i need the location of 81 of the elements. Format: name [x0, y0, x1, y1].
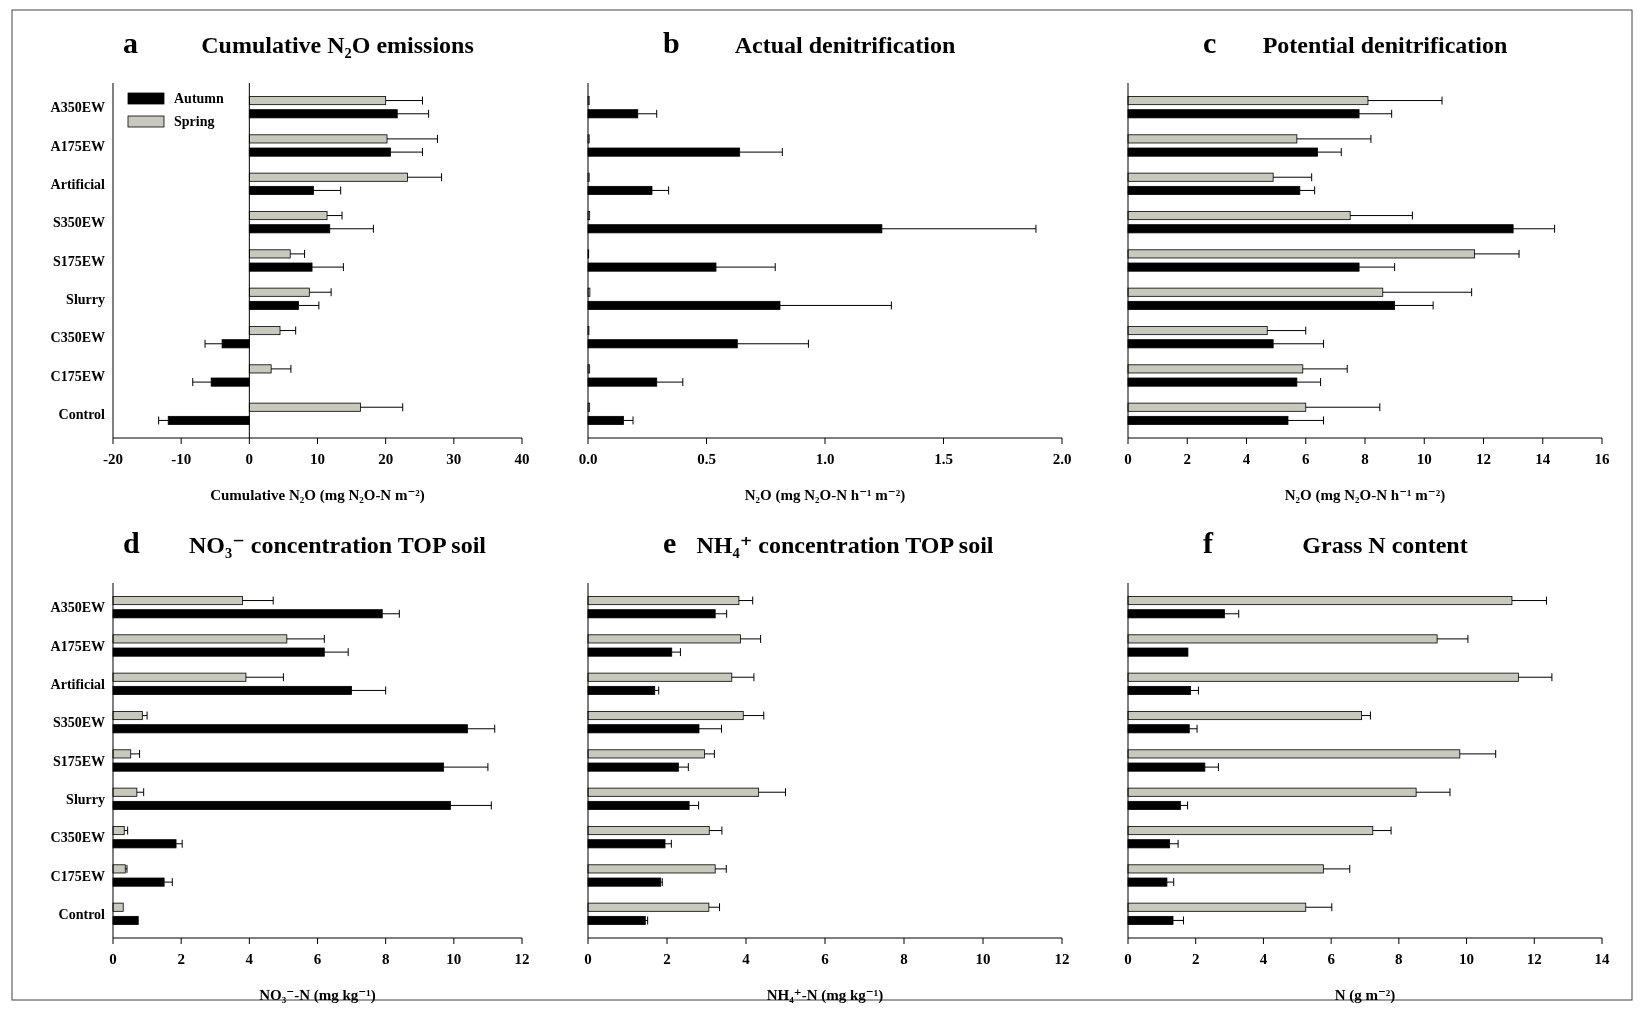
- legend-label: Autumn: [174, 91, 225, 106]
- x-tick-label: 14: [1594, 951, 1610, 967]
- x-tick-label: 2: [177, 951, 185, 967]
- x-tick-label: 4: [1242, 451, 1251, 467]
- x-tick-label: 2: [1183, 451, 1191, 467]
- x-tick-label: 6: [313, 951, 322, 967]
- legend-label: Spring: [174, 114, 215, 129]
- x-tick-label: 1.5: [934, 451, 953, 467]
- x-tick-label: 0.5: [697, 451, 716, 467]
- x-tick-label: 8: [1361, 451, 1369, 467]
- x-tick-label: 0: [245, 451, 254, 467]
- chart-title: NH₄⁺ concentration TOP soil: [696, 532, 994, 558]
- y-tick-label: Slurry: [66, 791, 105, 807]
- text: e: [663, 526, 677, 559]
- x-tick-label: 6: [821, 951, 830, 967]
- y-tick-label: C350EW: [50, 330, 105, 346]
- y-tick-label: C175EW: [50, 368, 105, 384]
- x-tick-label: 6: [1302, 451, 1310, 467]
- y-tick-label: C350EW: [50, 830, 105, 846]
- y-tick-label: S175EW: [52, 753, 105, 769]
- x-tick-label: 14: [1535, 451, 1551, 467]
- x-tick-label: 12: [514, 951, 530, 967]
- chart-title: Cumulative N₂O emissions: [201, 32, 474, 58]
- x-tick-label: 40: [514, 451, 530, 467]
- x-tick-label: 30: [446, 451, 462, 467]
- y-tick-label: Control: [58, 906, 106, 922]
- text: c: [1203, 26, 1217, 59]
- x-tick-label: 10: [446, 951, 462, 967]
- x-tick-label: 8: [1395, 951, 1403, 967]
- x-tick-label: 8: [900, 951, 908, 967]
- x-tick-label: 4: [742, 951, 751, 967]
- text: f: [1203, 526, 1214, 559]
- chart-title: Actual denitrification: [734, 32, 956, 58]
- y-tick-label: S175EW: [52, 253, 105, 269]
- x-axis-title: Cumulative N₂O (mg N₂O-N m⁻²): [210, 487, 425, 504]
- x-tick-label: 0: [109, 951, 117, 967]
- x-tick-label: 20: [378, 451, 394, 467]
- x-tick-label: 16: [1594, 451, 1610, 467]
- text: a: [123, 26, 138, 59]
- y-tick-label: A350EW: [50, 600, 105, 616]
- x-tick-label: 0: [584, 951, 592, 967]
- x-tick-label: 10: [1416, 451, 1432, 467]
- x-tick-label: 12: [1526, 951, 1542, 967]
- x-tick-label: 0: [1124, 951, 1132, 967]
- y-tick-label: Artificial: [50, 676, 106, 692]
- x-tick-label: -20: [103, 451, 123, 467]
- x-tick-label: 4: [1259, 951, 1268, 967]
- chart-title: Grass N content: [1302, 532, 1468, 558]
- x-tick-label: -10: [171, 451, 192, 467]
- y-tick-label: Artificial: [50, 176, 106, 192]
- x-axis-title: NO₃⁻-N (mg kg⁻¹): [259, 987, 376, 1004]
- y-tick-label: C175EW: [50, 868, 105, 884]
- text: d: [123, 526, 140, 559]
- x-axis-title: NH₄⁺-N (mg kg⁻¹): [766, 987, 884, 1004]
- y-tick-label: A175EW: [50, 138, 105, 154]
- x-tick-label: 2.0: [1052, 451, 1072, 467]
- y-tick-label: S350EW: [52, 215, 105, 231]
- x-axis-title: N (g m⁻²): [1334, 987, 1396, 1004]
- y-tick-label: Slurry: [66, 291, 105, 307]
- y-tick-label: Control: [58, 406, 106, 422]
- x-tick-label: 2: [663, 951, 671, 967]
- x-tick-label: 10: [1459, 951, 1475, 967]
- chart-title: Potential denitrification: [1262, 32, 1508, 58]
- x-tick-label: 1.0: [815, 451, 835, 467]
- y-tick-label: A350EW: [50, 100, 105, 116]
- chart-title: NO₃⁻ concentration TOP soil: [189, 532, 487, 558]
- x-tick-label: 10: [310, 451, 325, 467]
- x-tick-label: 12: [1476, 451, 1491, 467]
- x-axis-title: N₂O (mg N₂O-N h⁻¹ m⁻²): [744, 487, 906, 504]
- x-tick-label: 10: [975, 951, 991, 967]
- y-tick-label: A175EW: [50, 638, 105, 654]
- x-tick-label: 4: [245, 951, 254, 967]
- x-tick-label: 6: [1327, 951, 1336, 967]
- x-tick-label: 0.0: [578, 451, 598, 467]
- text: b: [663, 26, 680, 59]
- x-tick-label: 12: [1054, 951, 1070, 967]
- x-tick-label: 2: [1191, 951, 1200, 967]
- x-tick-label: 8: [381, 951, 390, 967]
- x-axis-title: N₂O (mg N₂O-N h⁻¹ m⁻²): [1284, 487, 1446, 504]
- y-tick-label: S350EW: [52, 715, 105, 731]
- x-tick-label: 0: [1124, 451, 1132, 467]
